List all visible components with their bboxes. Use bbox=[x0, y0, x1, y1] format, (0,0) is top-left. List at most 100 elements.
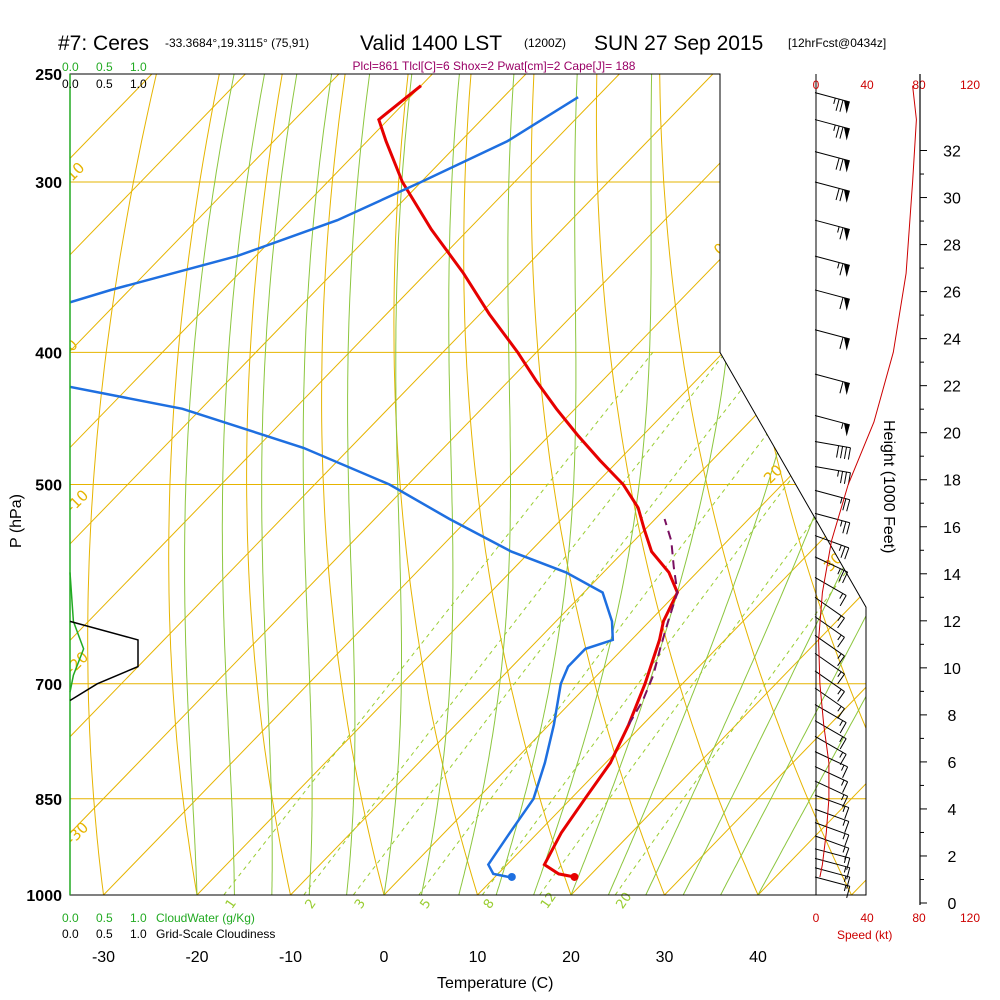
wind-barb-half-flag bbox=[839, 752, 844, 758]
wind-barb-half-flag bbox=[842, 806, 846, 813]
cloud-scale: 0.0 0.0 0.0 0.0 0.5 0.5 0.5 0.5 1.0 1.0 1.0 1.0 Clou… bbox=[62, 60, 275, 941]
wind-barb-flag bbox=[839, 738, 847, 750]
wind-barb bbox=[814, 704, 847, 734]
temperature-tick-label: 20 bbox=[562, 949, 580, 966]
isotherm-line bbox=[290, 74, 866, 895]
wind-barb-staff bbox=[814, 876, 850, 887]
cloudwater-scale-top: 0.5 bbox=[96, 60, 113, 74]
height-tick-label: 12 bbox=[943, 614, 961, 631]
wind-barb-staff bbox=[814, 151, 850, 162]
wind-barb bbox=[814, 92, 850, 114]
wind-barb-staff bbox=[814, 577, 847, 596]
pressure-tick-label: 400 bbox=[35, 345, 62, 362]
wind-barb-flag bbox=[844, 848, 850, 860]
wind-barb-staff bbox=[814, 687, 845, 710]
isotherm-line bbox=[664, 74, 866, 895]
wind-barb-pennant bbox=[843, 227, 850, 242]
isotherm-line bbox=[477, 74, 866, 895]
wind-barb-flag bbox=[839, 722, 847, 734]
profile-lines bbox=[70, 84, 680, 881]
surface-temperature-marker bbox=[570, 872, 579, 881]
wind-barb-half-flag bbox=[838, 544, 842, 551]
moist-adiabat-line bbox=[221, 74, 265, 895]
wind-barb-staff bbox=[814, 766, 848, 783]
wind-barb-staff bbox=[814, 535, 849, 549]
wind-barb-flag bbox=[844, 547, 850, 560]
wind-barb-staff bbox=[814, 780, 848, 797]
wind-barb bbox=[814, 822, 850, 847]
cloudwater-scale-top: 0.0 bbox=[62, 60, 79, 74]
height-tick-label: 6 bbox=[948, 755, 957, 772]
temperature-profile bbox=[377, 84, 680, 879]
parcel-profile bbox=[627, 518, 679, 726]
wind-barb-half-flag bbox=[841, 779, 845, 786]
wind-barb-half-flag bbox=[840, 520, 843, 527]
isotherm-line bbox=[70, 74, 527, 895]
wind-barb-half-flag bbox=[839, 736, 844, 743]
wind-barb-staff bbox=[814, 634, 845, 657]
pressure-tick-label: 300 bbox=[35, 175, 62, 192]
mixing-ratio-label: 1 bbox=[223, 897, 240, 912]
speed-scale-bottom: 0 bbox=[813, 911, 820, 925]
mixing-ratio-line bbox=[303, 351, 726, 895]
wind-barb-flag bbox=[835, 188, 840, 201]
wind-barb-flag bbox=[839, 158, 844, 171]
temperature-tick-label: -20 bbox=[185, 949, 208, 966]
speed-scale-bottom: 40 bbox=[860, 911, 874, 925]
wind-barb bbox=[814, 289, 850, 311]
height-tick-label: 0 bbox=[948, 896, 957, 913]
speed-scale-top: 40 bbox=[860, 78, 874, 92]
wind-barb bbox=[814, 835, 850, 860]
wind-barb-half-flag bbox=[837, 706, 842, 712]
wind-barb-flag bbox=[844, 821, 850, 833]
moist-adiabat-line bbox=[495, 74, 578, 895]
wind-barb-flag bbox=[846, 876, 851, 889]
dry-adiabat-line bbox=[393, 74, 488, 895]
wind-barb-flag bbox=[842, 781, 849, 793]
wind-barb-flag bbox=[839, 126, 844, 139]
cloudiness-profile bbox=[69, 620, 139, 702]
wind-barb-half-flag bbox=[837, 226, 840, 233]
wind-barb-flag bbox=[839, 595, 847, 607]
wind-barb bbox=[814, 577, 847, 607]
isotherm-line bbox=[70, 74, 340, 895]
moist-adiabat-line bbox=[302, 74, 333, 895]
speed-scale-bottom: 80 bbox=[912, 911, 926, 925]
cloudwater-scale-bottom: 1.0 bbox=[130, 911, 147, 925]
wind-barb-staff bbox=[814, 848, 850, 859]
wind-barb-flag bbox=[839, 754, 847, 765]
wind-barb-flag bbox=[846, 858, 851, 870]
pressure-tick-label: 250 bbox=[35, 67, 62, 84]
mixing-ratio-label: 3 bbox=[352, 897, 369, 912]
wind-barb-half-flag bbox=[837, 615, 842, 621]
y-axis-label: P (hPa) bbox=[8, 494, 25, 548]
dry-adiabat-line bbox=[530, 74, 677, 895]
moist-adiabat-line bbox=[346, 74, 371, 895]
wind-barb-flag bbox=[846, 886, 851, 898]
zulu-time: (1200Z) bbox=[524, 36, 566, 50]
wind-barb bbox=[814, 751, 849, 778]
height-tick-label: 14 bbox=[943, 567, 961, 584]
wind-barb-flag bbox=[838, 570, 845, 582]
cloudiness-label: Grid-Scale Cloudiness bbox=[156, 927, 275, 941]
cloudwater-scale-bottom: 0.5 bbox=[96, 911, 113, 925]
wind-barb-half-flag bbox=[837, 470, 840, 477]
pressure-tick-label: 700 bbox=[35, 677, 62, 694]
wind-barb-staff bbox=[814, 596, 845, 619]
wind-barb-half-flag bbox=[841, 764, 845, 771]
wind-barb bbox=[814, 780, 849, 808]
height-tick-label: 28 bbox=[943, 238, 961, 255]
wind-barb-half-flag bbox=[843, 875, 847, 882]
wind-barb-flag bbox=[842, 521, 847, 534]
height-tick-label: 10 bbox=[943, 661, 961, 678]
moist-adiabat-line bbox=[383, 74, 413, 895]
wind-barb-half-flag bbox=[837, 262, 840, 269]
wind-barb-pennant bbox=[843, 423, 850, 437]
height-tick-label: 4 bbox=[948, 802, 957, 819]
cloudiness-scale-top: 0.5 bbox=[96, 77, 113, 91]
pressure-tick-label: 500 bbox=[35, 478, 62, 495]
dry-adiabat-line bbox=[321, 74, 393, 895]
wind-barb-pennant bbox=[843, 263, 850, 278]
wind-barb-pennant bbox=[843, 127, 850, 141]
